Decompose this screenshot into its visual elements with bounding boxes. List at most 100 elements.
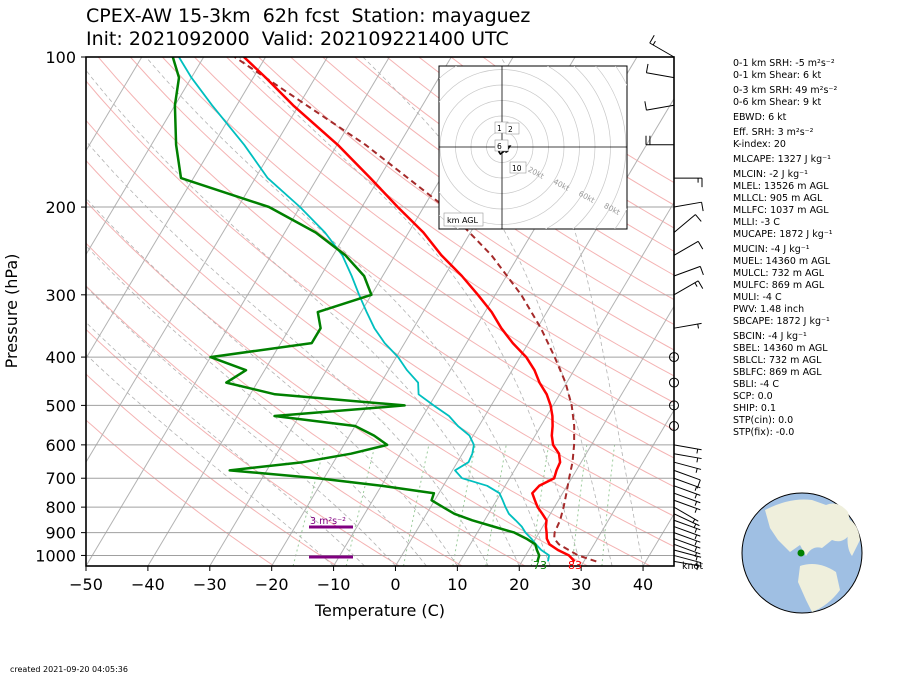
hodograph-unit-label: km AGL bbox=[447, 216, 479, 225]
wind-barb-half bbox=[697, 323, 699, 329]
mixing-ratio-line bbox=[452, 444, 476, 566]
temperature-tick-label: −50 bbox=[69, 575, 103, 594]
wind-barb-shaft bbox=[673, 526, 701, 537]
parameter-line: SBEL: 14360 m AGL bbox=[733, 343, 828, 354]
wind-barb-flag bbox=[699, 266, 704, 276]
wind-barb-shaft bbox=[646, 72, 675, 79]
isotherm bbox=[456, 201, 674, 566]
parameter-line: STP(cin): 0.0 bbox=[733, 415, 794, 426]
pressure-tick-label: 100 bbox=[45, 48, 76, 67]
wind-barb-shaft bbox=[673, 214, 696, 233]
wind-barb-shaft bbox=[673, 453, 702, 460]
wind-barb-half bbox=[694, 486, 698, 491]
moist-adiabat bbox=[362, 57, 613, 566]
hodograph-level-box bbox=[509, 161, 527, 174]
wind-barb-half bbox=[695, 561, 698, 567]
parameter-line: 0-3 km SRH: 49 m²s⁻² bbox=[733, 85, 838, 96]
parameter-line: MLCAPE: 1327 J kg⁻¹ bbox=[733, 154, 831, 165]
pressure-tick-label: 800 bbox=[45, 498, 76, 517]
dry-adiabat bbox=[86, 419, 275, 566]
pressure-tick-label: 200 bbox=[45, 198, 76, 217]
mixing-ratio-line bbox=[292, 444, 326, 566]
wind-barb-half bbox=[694, 534, 698, 540]
moist-adiabat bbox=[145, 57, 551, 566]
title-line-2: Init: 2021092000 Valid: 202109221400 UTC bbox=[86, 28, 509, 50]
mixing-ratio-line bbox=[530, 444, 550, 566]
wind-barb-half bbox=[694, 282, 698, 287]
calm-wind-circle bbox=[669, 377, 679, 388]
wind-barb-half bbox=[696, 448, 699, 454]
parameter-line: EBWD: 6 kt bbox=[733, 112, 787, 123]
wind-barb-shaft bbox=[673, 265, 701, 277]
dewpoint-trace bbox=[171, 57, 541, 562]
dry-adiabat bbox=[194, 57, 674, 404]
parameter-line: MULI: -4 C bbox=[733, 292, 782, 303]
dry-adiabat bbox=[86, 200, 588, 566]
wind-barb-half bbox=[695, 556, 698, 561]
wind-barb-half bbox=[692, 518, 696, 524]
wind-barb-shaft bbox=[673, 322, 702, 329]
dry-adiabat bbox=[97, 57, 674, 488]
wind-barb-shaft bbox=[646, 104, 675, 111]
wind-barb-half bbox=[696, 457, 699, 463]
moist-adiabat bbox=[238, 57, 582, 566]
moist-adiabat bbox=[86, 197, 458, 566]
wind-barb-flag bbox=[701, 202, 704, 212]
surface-dewpoint-label: 73 bbox=[533, 559, 547, 572]
moist-adiabat bbox=[86, 245, 427, 566]
temperature-tick-label: 0 bbox=[390, 575, 400, 594]
temperature-tick-label: −10 bbox=[317, 575, 351, 594]
wind-barb-shaft bbox=[673, 492, 701, 504]
isotherm bbox=[86, 57, 143, 152]
isotherm bbox=[147, 57, 452, 566]
dry-adiabat bbox=[290, 57, 674, 326]
south-america-land bbox=[798, 564, 840, 612]
parameter-line: 0-1 km SRH: -5 m²s⁻² bbox=[733, 58, 835, 69]
dry-adiabat bbox=[86, 373, 337, 566]
wind-barb-shaft bbox=[649, 42, 675, 58]
background-lines bbox=[86, 57, 674, 566]
wind-barb-shaft bbox=[673, 485, 701, 496]
mixing-ratio-line bbox=[403, 444, 430, 566]
dry-adiabat bbox=[86, 328, 400, 566]
wind-barb-half bbox=[694, 508, 698, 513]
parameter-line: SBCAPE: 1872 J kg⁻¹ bbox=[733, 316, 830, 327]
calm-wind-circle bbox=[669, 400, 679, 411]
title-line-1: CPEX-AW 15-3km 62h fcst Station: mayague… bbox=[86, 5, 531, 27]
wind-barb-half bbox=[694, 501, 698, 506]
dry-adiabat bbox=[86, 159, 651, 566]
wind-barb-flag bbox=[697, 280, 704, 289]
pressure-tick-label: 900 bbox=[45, 524, 76, 543]
moist-adiabat bbox=[86, 321, 365, 566]
wind-barb-shaft bbox=[673, 513, 700, 527]
moist-adiabat bbox=[500, 57, 644, 566]
wind-barb-flag bbox=[695, 214, 702, 222]
wind-barb-shaft bbox=[673, 519, 701, 531]
wind-barb-flag bbox=[697, 241, 704, 250]
mixing-ratio-line bbox=[601, 444, 616, 566]
wind-barb-shaft bbox=[673, 201, 702, 208]
surface-temperature-label: 83 bbox=[568, 559, 582, 572]
wind-barb-flag bbox=[645, 63, 649, 73]
isotherm bbox=[580, 409, 674, 566]
calm-wind-circle bbox=[669, 421, 679, 432]
barb-unit-label: knot bbox=[682, 561, 703, 572]
pressure-tick-label: 500 bbox=[45, 396, 76, 415]
isotherm bbox=[86, 57, 267, 360]
wind-barb-half bbox=[694, 493, 698, 499]
temperature-tick-label: 30 bbox=[571, 575, 591, 594]
wind-barb-shaft bbox=[673, 444, 702, 451]
srh-label: 3 m²s⁻² bbox=[310, 516, 346, 527]
parameter-line: MUCAPE: 1872 J kg⁻¹ bbox=[733, 229, 833, 240]
moist-adiabat bbox=[86, 140, 489, 566]
wind-barb-half bbox=[695, 468, 698, 473]
mixing-ratio-line bbox=[485, 444, 507, 566]
hodograph-level-box bbox=[494, 139, 509, 152]
wind-barb-flag bbox=[696, 479, 701, 489]
wind-barb-shaft bbox=[673, 538, 701, 549]
parameter-line: SBLFC: 869 m AGL bbox=[733, 367, 822, 378]
dry-adiabat bbox=[258, 57, 674, 351]
wind-barb-shaft bbox=[673, 461, 702, 470]
dry-adiabat bbox=[226, 57, 674, 377]
